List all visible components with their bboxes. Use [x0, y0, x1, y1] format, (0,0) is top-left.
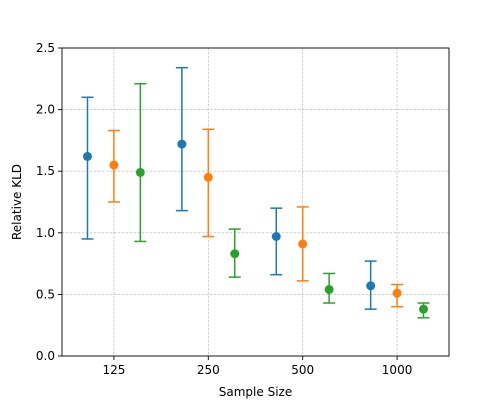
- data-point: [109, 160, 119, 170]
- data-point: [271, 231, 281, 241]
- data-point: [366, 281, 376, 291]
- x-tick-label: 1000: [382, 363, 413, 377]
- series-1: [107, 128, 404, 308]
- data-point: [82, 151, 92, 161]
- x-tick-label: 500: [291, 363, 314, 377]
- y-axis-label: Relative KLD: [10, 164, 24, 240]
- grid: [62, 47, 449, 357]
- data-point: [298, 239, 308, 249]
- y-tick-label: 2.0: [36, 103, 55, 117]
- series-0: [81, 66, 377, 310]
- series-2: [134, 82, 430, 319]
- axis-ticks: 0.0 0.5 1.0 1.5 2.0 2.5 125 250 500 1000: [36, 41, 412, 377]
- plot-frame: [61, 47, 450, 357]
- x-tick-label: 250: [197, 363, 220, 377]
- x-tick-label: 125: [102, 363, 125, 377]
- x-axis-label: Sample Size: [219, 385, 292, 399]
- data-point: [324, 284, 334, 294]
- y-tick-label: 0.0: [36, 349, 55, 363]
- data-point: [230, 249, 240, 259]
- series-layer: [81, 66, 430, 319]
- y-tick-label: 0.5: [36, 287, 55, 301]
- y-tick-label: 2.5: [36, 41, 55, 55]
- data-point: [177, 139, 187, 149]
- data-point: [392, 288, 402, 298]
- y-tick-label: 1.0: [36, 226, 55, 240]
- data-point: [419, 304, 429, 314]
- y-tick-label: 1.5: [36, 164, 55, 178]
- data-point: [203, 172, 213, 182]
- data-point: [135, 167, 145, 177]
